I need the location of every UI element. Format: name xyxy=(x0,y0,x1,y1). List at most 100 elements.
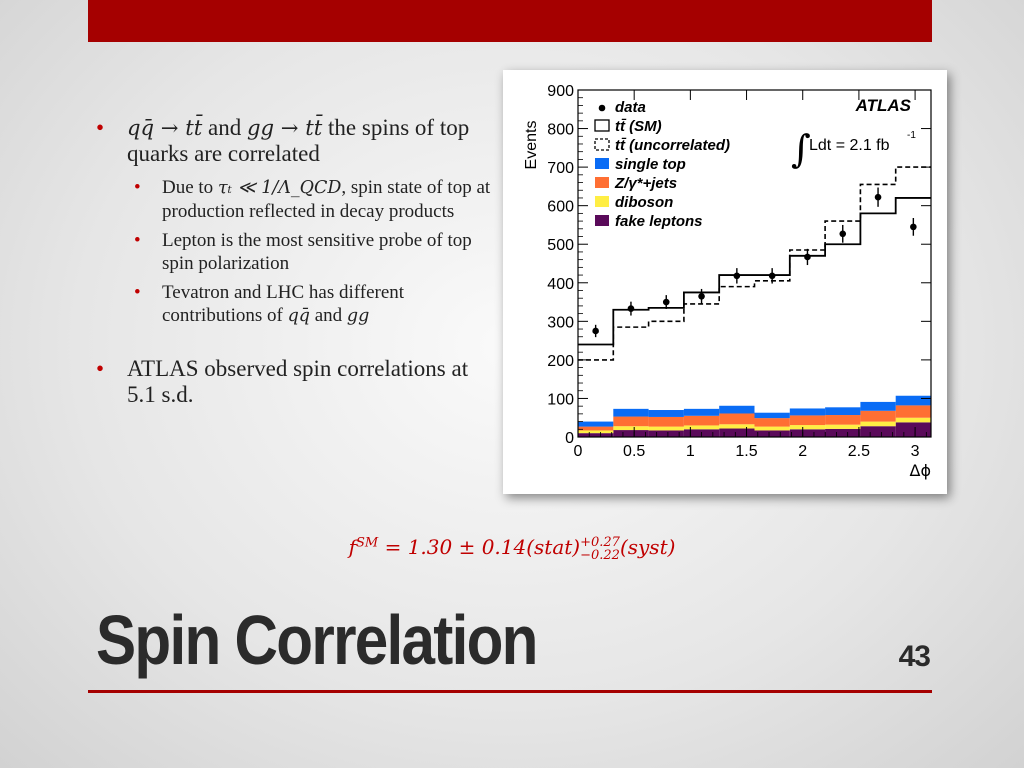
legend-swatch xyxy=(595,215,609,226)
axis-ticks: 0 0.5 1 1.5 2 2.5 3 0 100 200 300 400 500 600 700 800 90… xyxy=(547,83,931,460)
stack-bar xyxy=(895,417,931,423)
y-tick-label: 0 xyxy=(565,430,574,447)
atlas-label: ATLAS xyxy=(855,96,912,115)
data-point xyxy=(839,230,847,238)
luminosity-superscript: -1 xyxy=(907,130,916,141)
page-title: Spin Correlation xyxy=(96,601,538,679)
x-tick-label: 1.5 xyxy=(735,443,757,460)
stack-bar xyxy=(895,405,931,418)
bullet-text: the spins of top quarks are correlated xyxy=(127,115,470,166)
legend-label: data xyxy=(615,99,646,116)
stack-bar xyxy=(683,408,720,416)
x-axis-label: Δϕ xyxy=(910,461,932,480)
stack-bar xyxy=(719,405,755,414)
data-point xyxy=(804,253,811,261)
bullet-text: ATLAS observed spin correlations at 5.1 … xyxy=(127,356,469,407)
plot-frame xyxy=(577,89,932,438)
stack-bar xyxy=(648,416,684,427)
and-text: and xyxy=(309,305,347,326)
integral-sign: ∫ xyxy=(791,127,811,171)
data-point xyxy=(733,272,741,280)
y-tick-label: 500 xyxy=(547,237,574,254)
legend-label: diboson xyxy=(615,194,673,211)
sub-bullet-item: • Due to τₜ ≪ 1/Λ_QCD, spin state of top… xyxy=(96,176,496,223)
luminosity-label: Ldt = 2.1 fb xyxy=(809,137,890,154)
stack-bar xyxy=(719,413,755,425)
data-point xyxy=(662,298,670,306)
bullet-item: • ATLAS observed spin correlations at 5.… xyxy=(96,356,496,408)
stack-bar xyxy=(860,410,896,422)
math-gg: gg xyxy=(346,306,370,326)
legend: data tt̄ (SM) tt̄ (uncorrelated) single top… xyxy=(594,99,730,230)
bottom-rule xyxy=(88,690,932,693)
eq-rhs: = 1.30 ± 0.14(stat) xyxy=(378,535,581,559)
bullet-marker: • xyxy=(96,356,105,381)
y-tick-label: 600 xyxy=(547,199,574,216)
legend-label: Z/γ*+jets xyxy=(614,175,677,192)
y-tick-label: 800 xyxy=(547,122,574,139)
stack-bar xyxy=(719,428,755,437)
stack-bar xyxy=(719,424,755,429)
y-tick-label: 400 xyxy=(547,276,574,293)
tt-uncorrelated-line xyxy=(578,166,931,361)
data-point xyxy=(592,327,599,335)
legend-tt-sm-swatch xyxy=(594,119,610,132)
x-tick-label: 0 xyxy=(574,443,583,460)
y-tick-label: 300 xyxy=(547,314,574,331)
top-accent-bar xyxy=(88,0,932,42)
stack-bar xyxy=(578,433,614,437)
stack-bar xyxy=(613,408,649,417)
legend-label: fake leptons xyxy=(615,213,703,230)
bullet-item: • qq̄ → tt̄ and gg → tt̄ the spins of to… xyxy=(96,115,496,167)
and-text: and xyxy=(202,115,247,140)
stack-bar xyxy=(789,425,826,430)
legend-label: single top xyxy=(615,156,686,173)
data-point xyxy=(627,305,635,312)
stack-bar xyxy=(683,425,720,430)
spin-correlation-equation: fSM = 1.30 ± 0.14(stat)+0.27 −0.22(syst) xyxy=(0,535,1024,562)
y-tick-label: 100 xyxy=(547,391,574,408)
background-stack xyxy=(578,395,931,437)
delta-phi-histogram: 0 0.5 1 1.5 2 2.5 3 0 100 200 300 400 500 600 700 800 90… xyxy=(523,83,932,480)
page-number: 43 xyxy=(898,640,931,673)
eq-lhs-sup: SM xyxy=(356,535,379,551)
stack-bar xyxy=(613,430,649,437)
stack-bar xyxy=(860,421,896,427)
stack-bar xyxy=(613,416,649,427)
y-tick-label: 200 xyxy=(547,353,574,370)
eq-lower-error: −0.22 xyxy=(580,547,620,563)
stack-bar xyxy=(860,426,896,437)
stack-bar xyxy=(578,421,614,427)
stack-bar xyxy=(825,424,861,429)
math-qq-tt: qq̄ → tt̄ xyxy=(127,115,203,140)
stack-bar xyxy=(613,426,649,431)
stack-bar xyxy=(754,430,790,437)
legend-label: tt̄ (SM) xyxy=(615,118,662,135)
x-tick-label: 3 xyxy=(911,443,920,460)
bullet-marker: • xyxy=(96,115,105,140)
stack-bar xyxy=(860,401,896,411)
x-tick-label: 2 xyxy=(798,443,807,460)
data-point xyxy=(768,272,776,280)
legend-swatch xyxy=(595,196,609,207)
stack-bar xyxy=(754,426,790,431)
eq-lhs: f xyxy=(348,535,356,559)
data-point xyxy=(874,193,882,201)
bullet-text: Lepton is the most sensitive probe of to… xyxy=(162,230,472,274)
data-points xyxy=(592,187,917,338)
legend-swatch xyxy=(595,158,609,169)
x-tick-label: 0.5 xyxy=(623,443,645,460)
stack-bar xyxy=(789,415,826,426)
stack-bar xyxy=(825,428,861,437)
bullet-marker: • xyxy=(134,177,141,198)
eq-tail: (syst) xyxy=(619,535,676,559)
x-tick-label: 1 xyxy=(686,443,695,460)
x-tick-label: 2.5 xyxy=(848,443,870,460)
stack-bar xyxy=(683,415,720,426)
stack-bar xyxy=(895,422,931,437)
stack-bar xyxy=(648,430,684,437)
math-gg-tt: gg → tt̄ xyxy=(247,115,323,140)
prediction-lines xyxy=(578,166,931,361)
stack-bar xyxy=(754,418,790,427)
bullet-text: Due to xyxy=(162,177,218,198)
